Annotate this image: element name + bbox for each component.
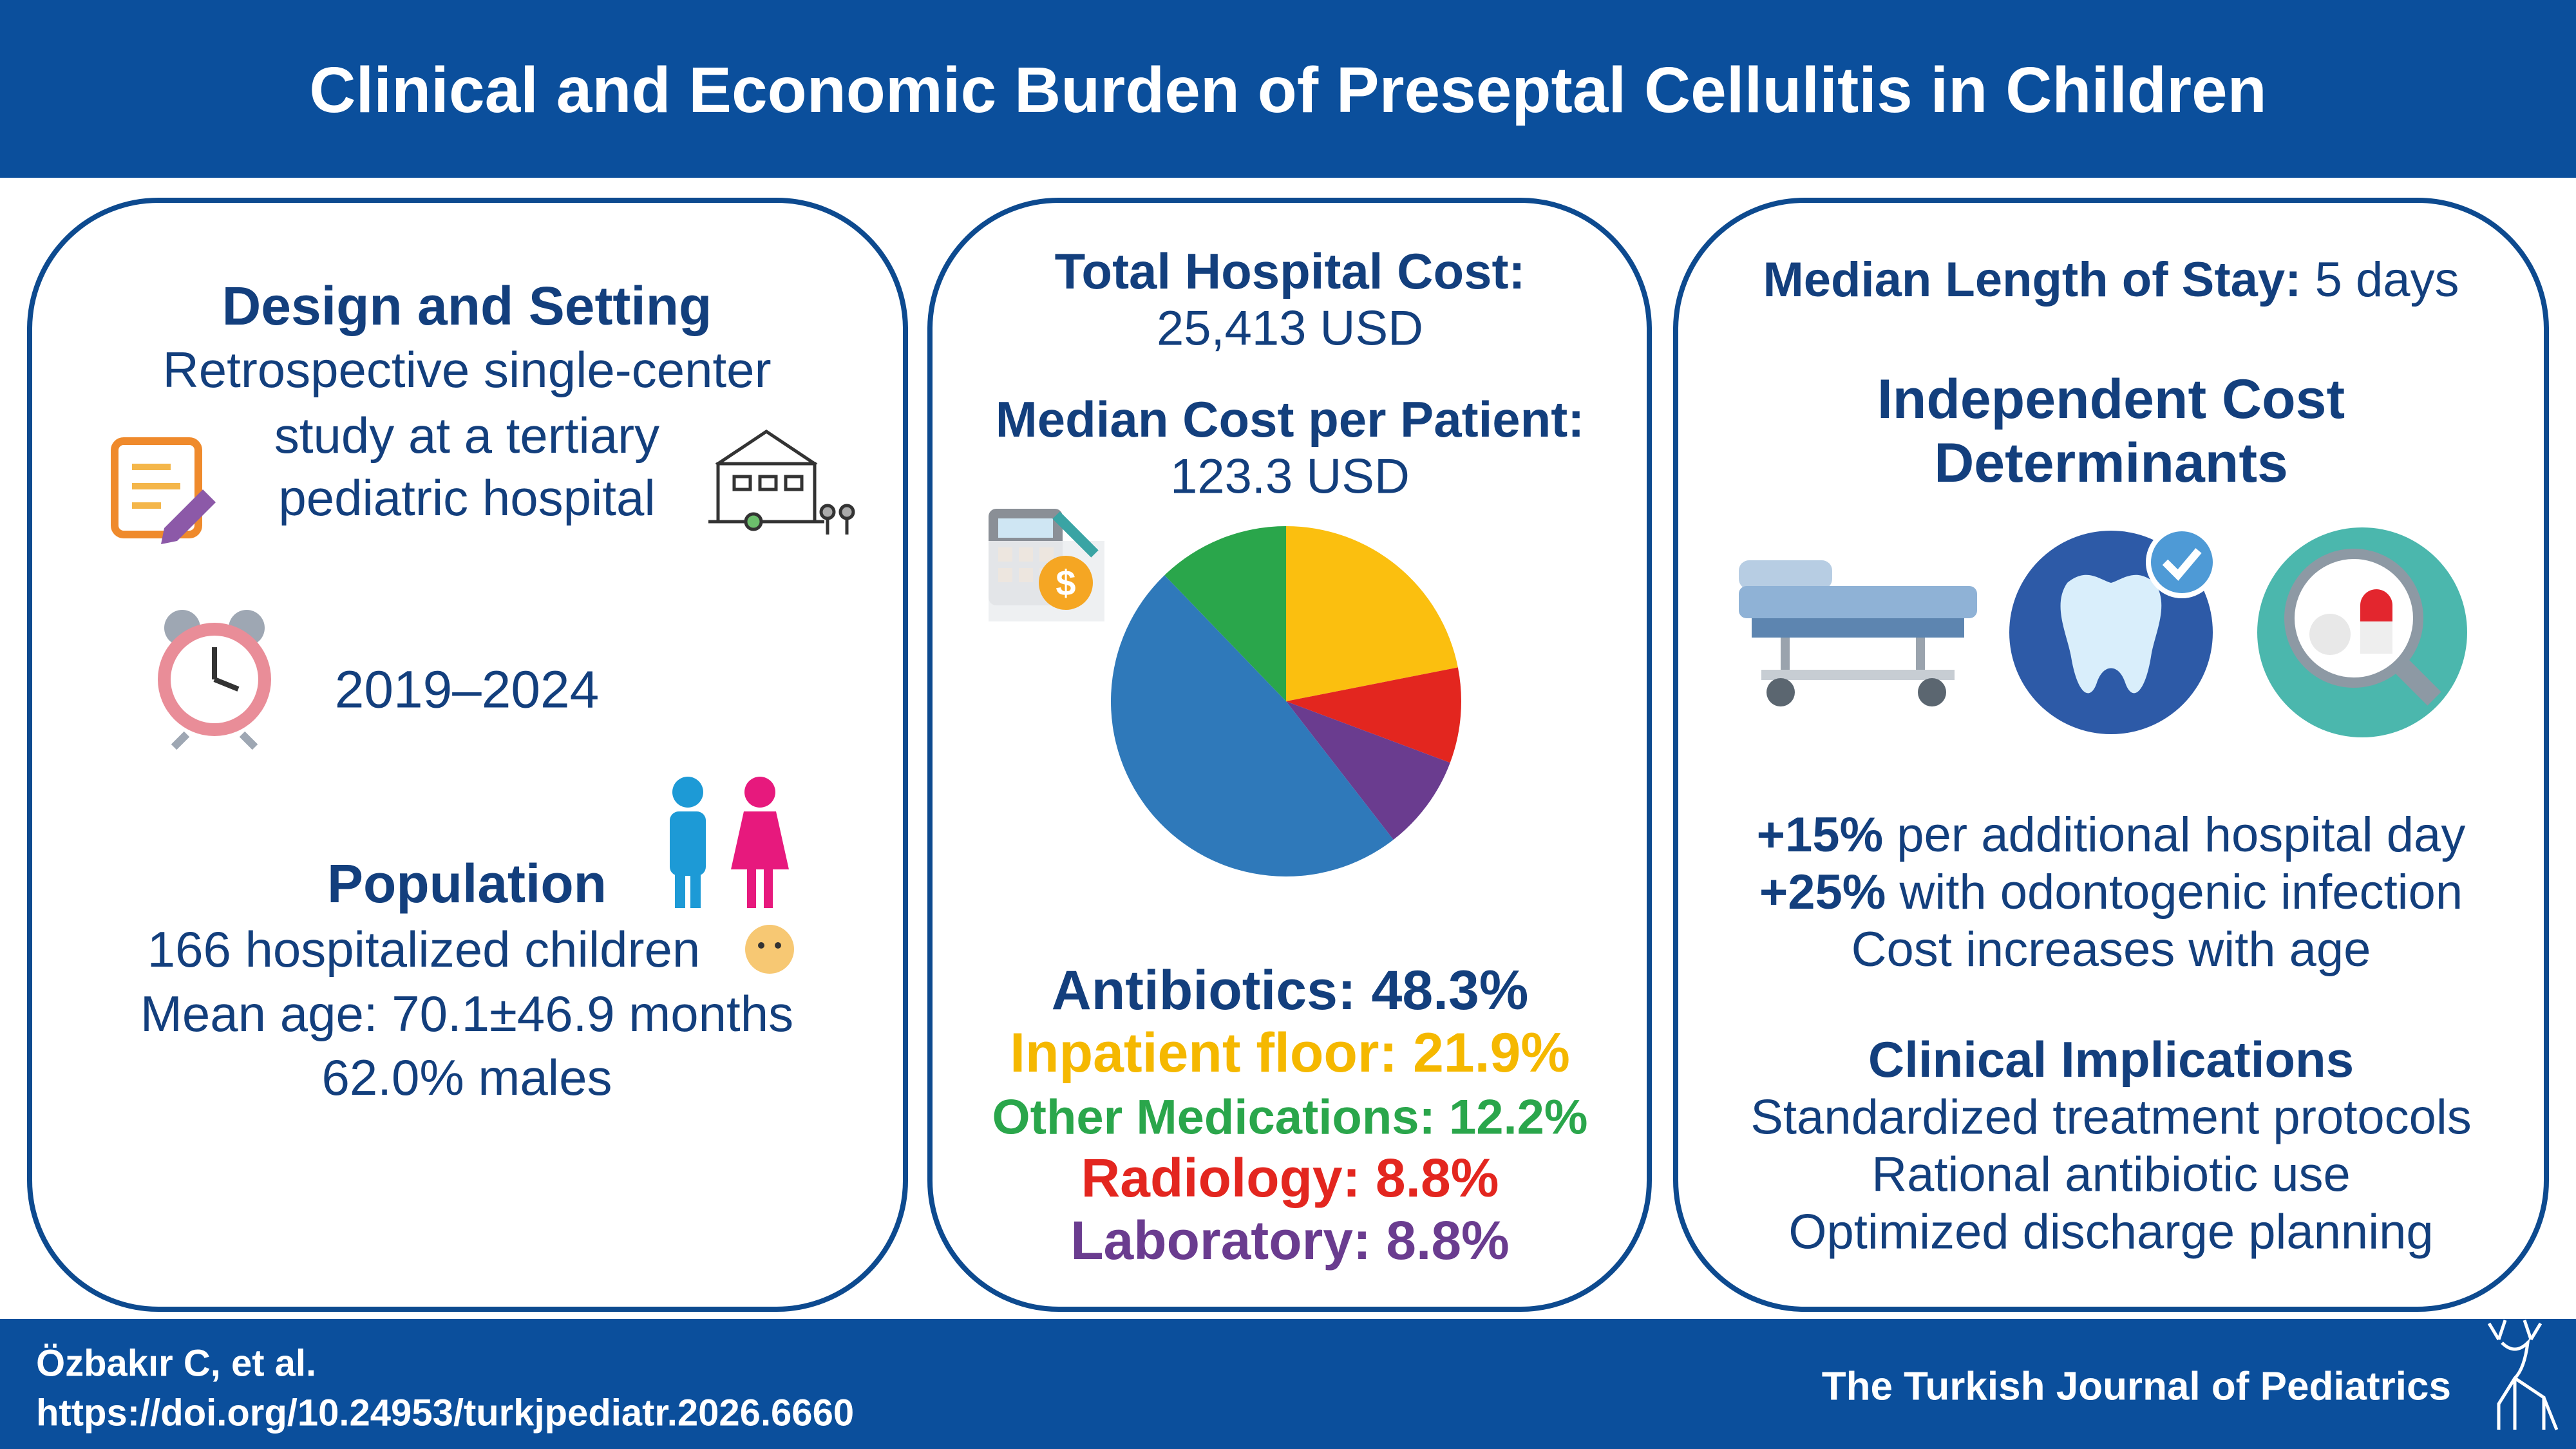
period: 2019–2024 [335, 661, 599, 719]
determinants-heading: Determinants [1934, 432, 2288, 494]
legend-entry: Laboratory: 8.8% [1070, 1210, 1510, 1271]
determinant-effect: +15% [1757, 808, 1884, 862]
people-icon [670, 777, 789, 908]
population-heading: Population [327, 853, 607, 914]
determinant-item: Cost increases with age [1852, 922, 2371, 977]
pie-chart [1111, 526, 1461, 876]
determinant-item: +15% per additional hospital day [1757, 808, 2466, 862]
author: Özbakır C, et al. [36, 1343, 316, 1385]
legend-entry: Radiology: 8.8% [1081, 1148, 1499, 1208]
design-panel [27, 198, 908, 1312]
median-cost-value: 123.3 USD [1170, 450, 1410, 504]
determinant-list: +15% per additional hospital day+25% wit… [1757, 808, 2466, 977]
population-line: 166 hospitalized children [147, 921, 701, 978]
baby-icon [745, 925, 794, 974]
legend-entry: Inpatient floor: 21.9% [1010, 1022, 1570, 1084]
pie-slice [1286, 526, 1458, 701]
determinant-text: per additional hospital day [1883, 808, 2465, 862]
population-line: 62.0% males [322, 1049, 612, 1106]
determinants-panel [1673, 198, 2549, 1312]
legend-entry: Antibiotics: 48.3% [1052, 960, 1529, 1021]
pie-slice [1286, 667, 1461, 763]
footer-bar [0, 1319, 2576, 1449]
design-line: study at a tertiary [274, 407, 659, 464]
total-cost-value: 25,413 USD [1157, 301, 1423, 356]
clock-icon [158, 610, 271, 750]
total-cost-label: Total Hospital Cost: [1055, 243, 1526, 299]
determinant-text: with odontogenic infection [1886, 865, 2463, 920]
svg-text:$: $ [1056, 563, 1075, 603]
pie-slice [1164, 526, 1286, 701]
calculator-icon: $ [989, 509, 1104, 621]
determinants-heading: Independent Cost [1877, 368, 2345, 430]
design-line: pediatric hospital [278, 469, 655, 526]
pill-magnifier-icon [2257, 527, 2467, 737]
median-cost-label: Median Cost per Patient: [996, 391, 1584, 448]
design-line: Retrospective single-center [162, 341, 771, 398]
determinant-effect: +25% [1759, 865, 1886, 920]
pie-slice [1286, 701, 1450, 840]
header-bar [0, 0, 2576, 178]
design-heading: Design and Setting [222, 276, 712, 336]
stay-value: 5 days [2301, 252, 2459, 307]
title: Clinical and Economic Burden of Presepta… [309, 54, 2266, 126]
doi: https://doi.org/10.24953/turkjpediatr.20… [36, 1392, 854, 1434]
implications-heading: Clinical Implications [1868, 1031, 2354, 1088]
population-line: Mean age: 70.1±46.9 months [140, 985, 793, 1042]
document-icon [111, 437, 216, 544]
bed-icon [1739, 560, 1977, 706]
stay-label: Median Length of Stay: [1763, 252, 2301, 307]
pie-legend: Antibiotics: 48.3%Inpatient floor: 21.9%… [992, 960, 1588, 1271]
implication-line: Optimized discharge planning [1788, 1205, 2433, 1260]
journal-logo [2487, 1320, 2559, 1430]
determinant-item: +25% with odontogenic infection [1759, 865, 2463, 920]
legend-entry: Other Medications: 12.2% [992, 1090, 1588, 1145]
length-of-stay: Median Length of Stay: 5 days [1763, 252, 2459, 307]
implication-line: Standardized treatment protocols [1750, 1090, 2472, 1145]
hospital-icon [708, 429, 855, 535]
tooth-icon [2009, 526, 2218, 734]
implication-line: Rational antibiotic use [1871, 1148, 2351, 1202]
determinant-text: Cost increases with age [1852, 922, 2371, 977]
pie-slice [1111, 575, 1394, 876]
journal: The Turkish Journal of Pediatrics [1822, 1365, 2451, 1409]
